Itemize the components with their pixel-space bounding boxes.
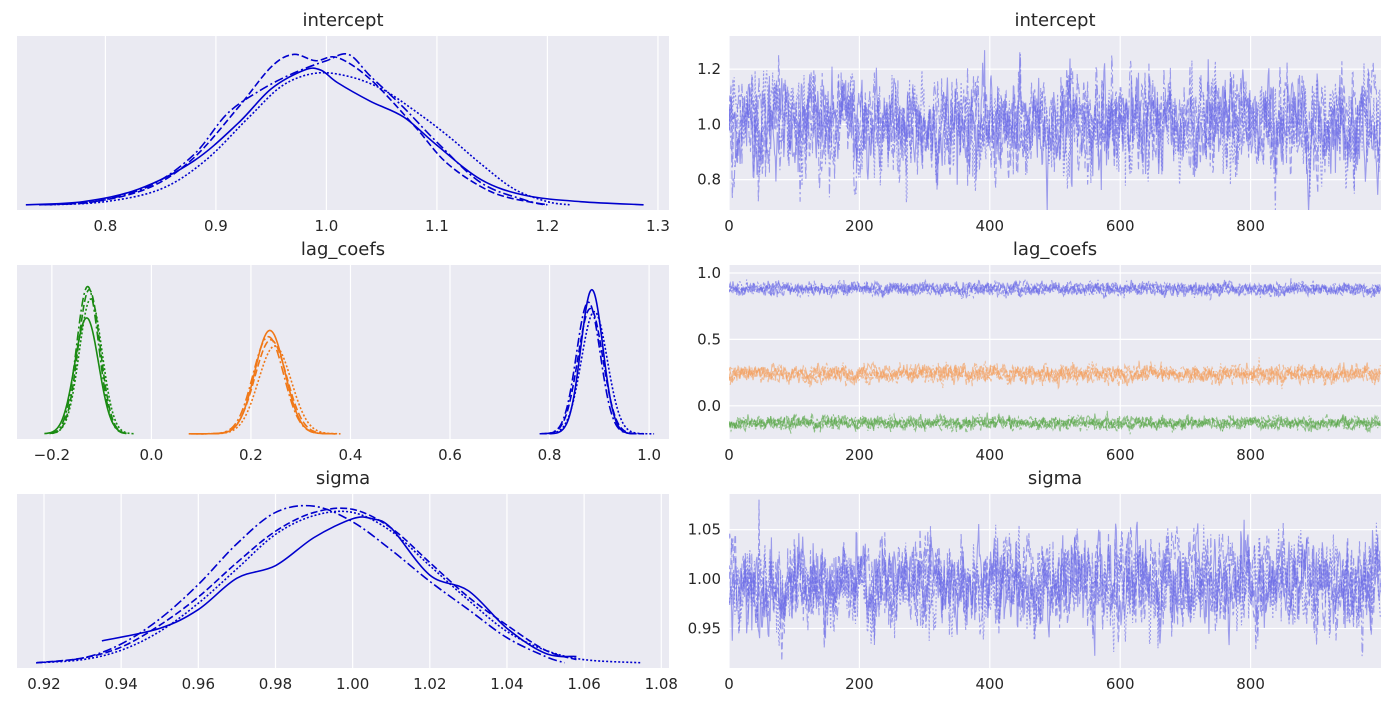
x-tick-label: 0.0 [139, 446, 163, 464]
x-tick-label: 0.94 [104, 675, 137, 693]
x-tick-label: 200 [845, 675, 874, 693]
x-tick-label: 0.96 [182, 675, 215, 693]
x-tick-label: 800 [1236, 446, 1265, 464]
x-tick-label: 200 [845, 446, 874, 464]
density-line [51, 298, 134, 435]
trace-line [729, 278, 1381, 300]
density-line [49, 285, 130, 435]
density-line [101, 516, 577, 658]
density-line [50, 71, 570, 206]
x-tick-label: 1.2 [536, 217, 560, 235]
plot-area [17, 36, 669, 210]
lag-coefs-density-marks [44, 285, 655, 435]
density-line [44, 53, 548, 206]
intercept-trace-marks [729, 50, 1381, 210]
x-tick-label: 0.92 [27, 675, 60, 693]
lag-coefs-density-panel: −0.2 0.0 0.2 0.4 0.6 0.8 1.0 lag_coefs [17, 239, 669, 464]
density-line [36, 507, 577, 664]
y-tick-label: 0.8 [697, 171, 721, 189]
x-tick-label: 400 [975, 675, 1004, 693]
y-tick-label: 0.5 [697, 330, 721, 348]
x-tick-label: 1.06 [567, 675, 600, 693]
panel-title: sigma [316, 468, 370, 489]
x-tick-label: 400 [975, 446, 1004, 464]
plot-area [17, 265, 669, 439]
trace-line [729, 50, 1381, 210]
x-tick-label: 0.8 [93, 217, 117, 235]
x-tick-label: 1.00 [336, 675, 369, 693]
x-tick-label: 0 [724, 217, 734, 235]
trace-line [729, 526, 1381, 657]
x-tick-label: 0.2 [239, 446, 263, 464]
panel-title: intercept [1015, 10, 1096, 31]
density-line [36, 504, 566, 664]
plot-area [729, 265, 1381, 439]
density-line [51, 288, 130, 435]
x-tick-label: 0 [724, 675, 734, 693]
x-tick-label: 600 [1106, 446, 1135, 464]
intercept-density-marks [25, 53, 644, 206]
y-tick-label: 1.2 [697, 60, 721, 78]
x-tick-label: 0.4 [339, 446, 363, 464]
x-tick-label: 1.02 [413, 675, 446, 693]
trace-line [729, 60, 1381, 203]
lag-coefs-trace-panel: 0 200 400 600 800 0.0 0.5 1.0 lag_coefs [697, 239, 1381, 464]
trace-line [729, 55, 1381, 202]
y-tick-label: 1.00 [688, 570, 721, 588]
y-tick-label: 1.05 [688, 521, 721, 539]
trace-line [729, 410, 1381, 435]
x-tick-label: 0.6 [438, 446, 462, 464]
density-line [36, 510, 643, 664]
trace-line [729, 357, 1381, 390]
lag-coefs-trace-marks [729, 278, 1381, 435]
sigma-trace-panel: 0 200 400 600 800 0.95 1.00 1.05 sigma [688, 468, 1381, 693]
y-tick-label: 1.0 [697, 264, 721, 282]
x-tick-label: −0.2 [34, 446, 70, 464]
x-tick-label: 1.3 [646, 217, 670, 235]
x-tick-label: 1.04 [490, 675, 523, 693]
intercept-density-panel: 0.8 0.9 1.0 1.1 1.2 1.3 intercept [17, 10, 670, 235]
density-line [542, 301, 640, 435]
sigma-density-panel: 0.92 0.94 0.96 0.98 1.00 1.02 1.04 1.06 1.08 sigm… [17, 468, 678, 693]
x-tick-label: 400 [975, 217, 1004, 235]
sigma-trace-marks [729, 499, 1381, 661]
x-tick-label: 1.08 [645, 675, 678, 693]
y-tick-label: 0.95 [688, 619, 721, 637]
x-tick-label: 1.0 [637, 446, 661, 464]
sigma-density-marks [36, 504, 643, 664]
trace-line [729, 413, 1381, 434]
plot-area [17, 494, 669, 668]
y-tick-label: 1.0 [697, 115, 721, 133]
density-line [201, 345, 341, 435]
trace-line [729, 360, 1381, 387]
x-tick-label: 600 [1106, 675, 1135, 693]
y-tick-label: 0.0 [697, 397, 721, 415]
density-line [549, 288, 637, 435]
x-tick-label: 0.9 [204, 217, 228, 235]
x-tick-label: 800 [1236, 217, 1265, 235]
density-line [39, 53, 548, 206]
x-tick-label: 0.8 [538, 446, 562, 464]
panel-title: lag_coefs [301, 239, 385, 260]
x-tick-label: 800 [1236, 675, 1265, 693]
x-tick-label: 600 [1106, 217, 1135, 235]
panel-title: intercept [303, 10, 384, 31]
trace-line [729, 522, 1381, 653]
x-tick-label: 1.1 [425, 217, 449, 235]
density-line [196, 335, 336, 435]
x-tick-label: 200 [845, 217, 874, 235]
x-tick-label: 0.98 [259, 675, 292, 693]
trace-line [729, 279, 1381, 299]
x-tick-label: 1.0 [314, 217, 338, 235]
x-tick-label: 0 [724, 446, 734, 464]
panel-title: sigma [1028, 468, 1082, 489]
intercept-trace-panel: 0 200 400 600 800 0.8 1.0 1.2 intercept [697, 10, 1381, 235]
panel-title: lag_coefs [1013, 239, 1097, 260]
